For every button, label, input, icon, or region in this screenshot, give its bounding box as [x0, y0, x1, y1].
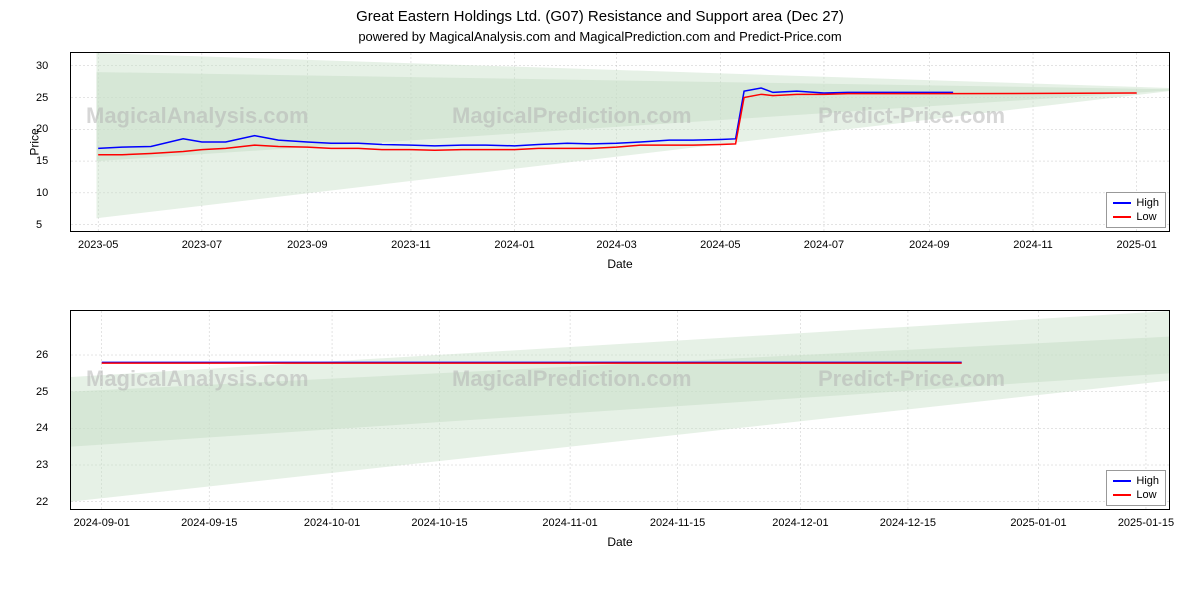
bottom-legend: High Low [1106, 470, 1166, 506]
xtick-label: 2024-10-15 [411, 517, 467, 529]
ytick-label: 25 [36, 92, 48, 104]
xtick-label: 2024-09-01 [74, 517, 130, 529]
top-xlabel: Date [607, 257, 632, 271]
legend-low-row: Low [1113, 210, 1159, 224]
legend-high-swatch [1113, 480, 1131, 482]
ytick-label: 20 [36, 123, 48, 135]
xtick-label: 2024-11 [1013, 239, 1053, 251]
legend-high-row: High [1113, 196, 1159, 210]
xtick-label: 2024-10-01 [304, 517, 360, 529]
ytick-label: 25 [36, 386, 48, 398]
xtick-label: 2024-11-15 [650, 517, 705, 529]
xtick-label: 2024-03 [596, 239, 636, 251]
xtick-label: 2024-05 [700, 239, 740, 251]
ytick-label: 5 [36, 219, 42, 231]
ytick-label: 22 [36, 496, 48, 508]
xtick-label: 2024-01 [494, 239, 534, 251]
legend-low-label: Low [1136, 489, 1156, 501]
xtick-label: 2025-01-15 [1118, 517, 1174, 529]
ytick-label: 30 [36, 60, 48, 72]
top-plot-svg [71, 53, 1169, 231]
xtick-label: 2024-11-01 [542, 517, 597, 529]
ytick-label: 10 [36, 187, 48, 199]
top-chart: Price Date High Low 510152025302023-0520… [70, 52, 1170, 232]
xtick-label: 2024-12-15 [880, 517, 936, 529]
bottom-chart: Date High Low 22232425262024-09-012024-0… [70, 310, 1170, 510]
xtick-label: 2023-07 [182, 239, 222, 251]
chart-subtitle: powered by MagicalAnalysis.com and Magic… [0, 25, 1200, 48]
figure-container: Great Eastern Holdings Ltd. (G07) Resist… [0, 0, 1200, 600]
legend-high-row: High [1113, 474, 1159, 488]
legend-high-label: High [1136, 197, 1159, 209]
xtick-label: 2025-01-01 [1010, 517, 1066, 529]
xtick-label: 2024-09 [909, 239, 949, 251]
ytick-label: 23 [36, 459, 48, 471]
legend-low-row: Low [1113, 488, 1159, 502]
ytick-label: 26 [36, 349, 48, 361]
xtick-label: 2023-11 [391, 239, 431, 251]
bottom-plot-svg [71, 311, 1169, 509]
bottom-xlabel: Date [607, 535, 632, 549]
ytick-label: 15 [36, 155, 48, 167]
xtick-label: 2024-09-15 [181, 517, 237, 529]
xtick-label: 2024-12-01 [772, 517, 828, 529]
xtick-label: 2023-05 [78, 239, 118, 251]
legend-high-swatch [1113, 202, 1131, 204]
xtick-label: 2023-09 [287, 239, 327, 251]
xtick-label: 2024-07 [804, 239, 844, 251]
legend-low-label: Low [1136, 211, 1156, 223]
top-legend: High Low [1106, 192, 1166, 228]
legend-high-label: High [1136, 475, 1159, 487]
legend-low-swatch [1113, 216, 1131, 218]
legend-low-swatch [1113, 494, 1131, 496]
xtick-label: 2025-01 [1117, 239, 1157, 251]
chart-title: Great Eastern Holdings Ltd. (G07) Resist… [0, 0, 1200, 25]
ytick-label: 24 [36, 422, 48, 434]
